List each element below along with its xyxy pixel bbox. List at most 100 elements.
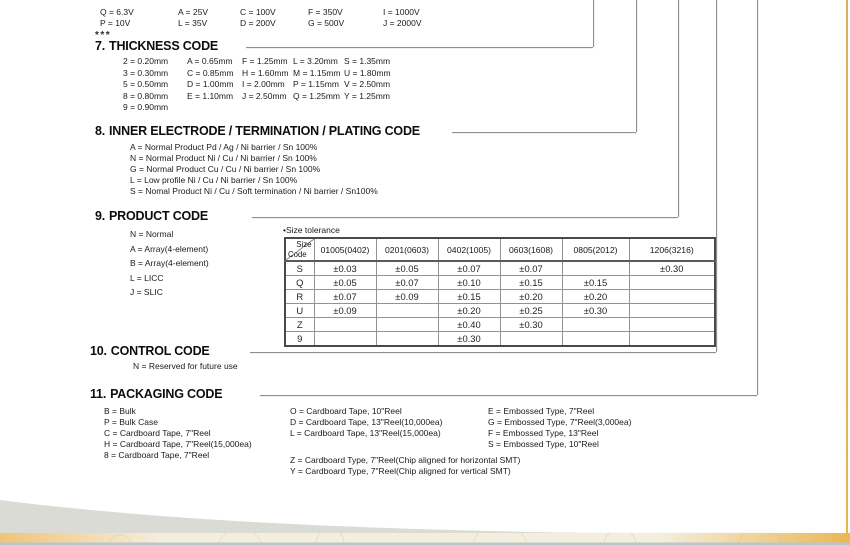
thickness-code-grid: 2 = 0.20mm A = 0.65mm F = 1.25mm L = 3.20mm… [123, 56, 391, 114]
corner-size-label: Size [296, 240, 312, 249]
thickness-entry [344, 102, 391, 114]
thickness-entry: F = 1.25mm [242, 56, 288, 66]
thickness-entry: A = 0.65mm [187, 56, 233, 66]
thickness-entry: Q = 1.25mm [293, 90, 341, 101]
row-code: 9 [284, 331, 315, 347]
thickness-entry [293, 102, 344, 114]
plating-code-list: A = Normal Product Pd / Ag / Ni barrier … [130, 142, 378, 197]
connector-line [250, 352, 716, 353]
product-entry: N = Normal [130, 229, 174, 239]
voltage-entry: F = 350V [308, 7, 343, 17]
plating-entry: L = Low profile Ni / Cu / Ni barrier / S… [130, 175, 298, 186]
section-title: PACKAGING CODE [110, 387, 223, 401]
voltage-code-row-1: Q = 6.3V A = 25V C = 100V F = 350V I = 1000V [100, 2, 420, 20]
product-entry: A = Array(4-element) [130, 243, 209, 254]
tolerance-cell: ±0.30 [628, 260, 716, 276]
thickness-entry: I = 2.00mm [242, 79, 285, 90]
thickness-entry: 9 = 0.90mm [123, 102, 169, 113]
tolerance-cell [375, 303, 439, 318]
connector-line [757, 0, 758, 395]
row-code: Z [284, 317, 315, 332]
thickness-entry: 8 = 0.80mm [123, 90, 169, 101]
connector-line [593, 0, 594, 47]
control-code-list: N = Reserved for future use [133, 361, 238, 372]
section-number: 11. [90, 387, 107, 401]
tolerance-cell [561, 260, 630, 276]
beige-band [0, 533, 850, 545]
table-row: U ±0.09 ±0.20 ±0.25 ±0.30 [284, 303, 716, 318]
tolerance-cell: ±0.15 [499, 275, 563, 290]
connector-line [716, 0, 717, 352]
corner-code-label: Code [288, 250, 307, 259]
packaging-entry: H = Cardboard Tape, 7"Reel(15,000ea) [104, 439, 252, 450]
tolerance-cell: ±0.15 [561, 275, 630, 290]
thickness-entry: J = 2.50mm [242, 90, 287, 101]
tolerance-cell: ±0.09 [313, 303, 377, 318]
packaging-entry: B = Bulk [104, 406, 136, 416]
table-row: 9 ±0.30 [284, 331, 716, 347]
section-11-heading: 11. PACKAGING CODE [90, 387, 223, 401]
column-header: 01005(0402) [313, 237, 377, 262]
voltage-entry: A = 25V [178, 7, 209, 17]
voltage-entry: I = 1000V [383, 7, 420, 17]
thickness-entry: Y = 1.25mm [344, 90, 390, 101]
packaging-col-1: B = Bulk P = Bulk Case C = Cardboard Tap… [104, 406, 252, 461]
tolerance-cell [375, 317, 439, 332]
tolerance-cell: ±0.07 [499, 260, 563, 276]
tolerance-cell: ±0.03 [313, 260, 377, 276]
tolerance-cell [313, 317, 377, 332]
tolerance-cell: ±0.07 [437, 260, 501, 276]
connector-line [260, 395, 757, 396]
thickness-entry: S = 1.35mm [344, 56, 391, 66]
page-edge-gold-rule [845, 0, 848, 533]
tolerance-cell: ±0.07 [375, 275, 439, 290]
packaging-entry: S = Embossed Type, 10"Reel [488, 439, 599, 450]
tolerance-cell: ±0.15 [437, 289, 501, 304]
packaging-entry: O = Cardboard Tape, 10"Reel [290, 406, 402, 416]
row-code: S [284, 260, 315, 276]
thickness-entry: 5 = 0.50mm [123, 79, 169, 90]
control-entry: N = Reserved for future use [133, 361, 238, 371]
column-header: 0402(1005) [437, 237, 501, 262]
voltage-entry: J = 2000V [383, 18, 422, 28]
tolerance-cell: ±0.20 [499, 289, 563, 304]
product-entry: J = SLIC [130, 287, 163, 297]
connector-line [636, 0, 637, 132]
tolerance-cell: ±0.30 [561, 303, 630, 318]
connector-line [452, 132, 636, 133]
voltage-entry: Q = 6.3V [100, 7, 134, 17]
section-number: 8. [95, 124, 106, 138]
section-10-heading: 10. CONTROL CODE [90, 344, 210, 358]
thickness-entry: H = 1.60mm [242, 67, 289, 78]
size-tolerance-table: Size Code 01005(0402) 0201(0603) 0402(10… [284, 237, 716, 347]
tolerance-cell [628, 289, 716, 304]
tolerance-cell: ±0.40 [437, 317, 501, 332]
thickness-entry: 2 = 0.20mm [123, 56, 169, 66]
packaging-entry: Y = Cardboard Type, 7"Reel(Chip aligned … [290, 466, 511, 477]
tolerance-cell [499, 331, 563, 347]
section-number: 7. [95, 39, 106, 53]
tolerance-cell: ±0.20 [437, 303, 501, 318]
tolerance-cell [561, 331, 630, 347]
thickness-entry: U = 1.80mm [344, 67, 391, 78]
size-tolerance-caption: •Size tolerance [283, 225, 340, 235]
packaging-entry: C = Cardboard Tape, 7"Reel [104, 428, 211, 439]
plating-entry: N = Normal Product Ni / Cu / Ni barrier … [130, 153, 317, 164]
section-8-heading: 8. INNER ELECTRODE / TERMINATION / PLATIN… [95, 124, 420, 138]
tolerance-cell: ±0.20 [561, 289, 630, 304]
row-code: R [284, 289, 315, 304]
band-gradient-left [0, 533, 160, 545]
connector-line [252, 217, 678, 218]
section-number: 10. [90, 344, 107, 358]
column-header: 0603(1608) [499, 237, 563, 262]
table-row: Q ±0.05 ±0.07 ±0.10 ±0.15 ±0.15 [284, 275, 716, 290]
column-header: 0805(2012) [561, 237, 630, 262]
voltage-entry: C = 100V [240, 7, 276, 17]
product-entry: B = Array(4-element) [130, 258, 209, 268]
voltage-entry: G = 500V [308, 18, 345, 28]
voltage-entry: D = 200V [240, 18, 276, 28]
tolerance-cell: ±0.30 [499, 317, 563, 332]
packaging-entry: D = Cardboard Tape, 13"Reel(10,000ea) [290, 417, 443, 428]
voltage-entry: P = 10V [100, 18, 131, 28]
